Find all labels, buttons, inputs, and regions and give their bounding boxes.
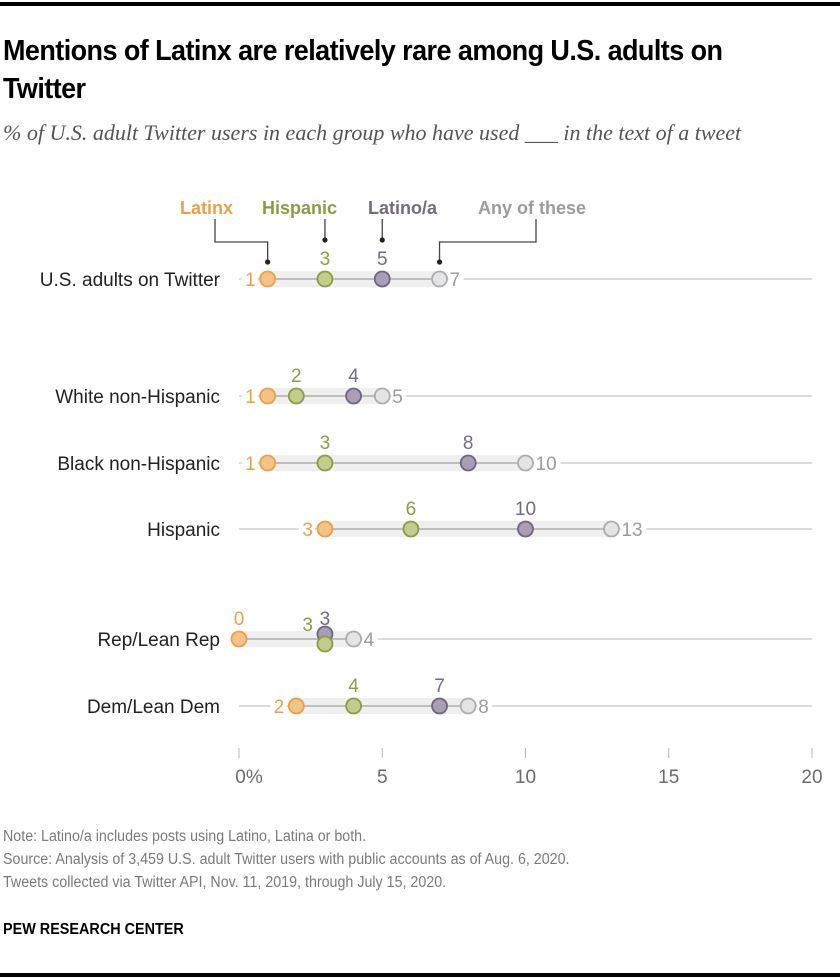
x-tick-label: 10 bbox=[515, 767, 536, 788]
value-label-hispanic: 6 bbox=[406, 499, 417, 520]
chart-row: Rep/Lean Rep 0 3 3 4 bbox=[97, 609, 812, 653]
value-label-bg bbox=[391, 387, 407, 405]
chart-row: Black non-Hispanic 1 3 8 10 bbox=[57, 433, 812, 475]
dot-latinx bbox=[287, 697, 305, 715]
value-label-bg bbox=[241, 387, 258, 405]
value-label-latino: 10 bbox=[515, 499, 536, 520]
chart-row: Hispanic 3 6 10 13 bbox=[147, 499, 812, 541]
dot-latino bbox=[517, 520, 534, 538]
value-label-latino: 3 bbox=[320, 609, 331, 630]
value-label-latinx: 1 bbox=[245, 387, 256, 408]
source-text-2: Tweets collected via Twitter API, Nov. 1… bbox=[3, 874, 447, 891]
row-label: White non-Hispanic bbox=[55, 387, 220, 408]
dot-latinx bbox=[259, 270, 277, 288]
chart-subtitle: % of U.S. adult Twitter users in each gr… bbox=[3, 120, 742, 145]
dot-latino bbox=[345, 387, 363, 405]
x-axis: 0% 5 10 15 20 bbox=[235, 748, 823, 788]
row-label: Rep/Lean Rep bbox=[97, 630, 220, 651]
legend-label-latinx: Latinx bbox=[180, 198, 233, 218]
value-label-any: 4 bbox=[364, 630, 375, 651]
value-label-latinx: 1 bbox=[245, 454, 256, 475]
top-rule bbox=[0, 2, 840, 6]
chart-title: Mentions of Latinx are relatively rare a… bbox=[3, 35, 723, 105]
value-label-hispanic: 2 bbox=[291, 366, 302, 387]
legend: Latinx Hispanic Latino/a Any of these bbox=[180, 198, 586, 265]
x-tick-label: 5 bbox=[377, 767, 388, 788]
brand-logo-text: PEW RESEARCH CENTER bbox=[3, 921, 184, 938]
value-label-bg bbox=[448, 270, 464, 288]
row-label: Hispanic bbox=[147, 520, 220, 541]
row-label: Dem/Lean Dem bbox=[87, 697, 220, 718]
dot-latinx bbox=[259, 387, 277, 405]
dot-hispanic bbox=[402, 520, 420, 538]
value-label-bg bbox=[241, 454, 258, 472]
dot-any bbox=[459, 697, 477, 715]
dot-latino bbox=[373, 270, 391, 288]
value-label-any: 10 bbox=[536, 454, 557, 475]
legend-leader-latinx bbox=[214, 219, 269, 262]
value-label-any: 8 bbox=[478, 697, 489, 718]
value-label-hispanic: 3 bbox=[320, 433, 331, 454]
legend-label-latino: Latino/a bbox=[368, 198, 438, 218]
value-label-latino: 7 bbox=[434, 676, 445, 697]
value-label-bg bbox=[477, 697, 493, 715]
x-tick-label: 15 bbox=[658, 767, 679, 788]
legend-leader-any bbox=[438, 219, 537, 262]
dot-hispanic bbox=[345, 697, 363, 715]
legend-leader-dot-hispanic bbox=[322, 237, 328, 243]
legend-leader-dot-any bbox=[436, 259, 443, 265]
dot-chart: Latinx Hispanic Latino/a Any of these U.S. … bbox=[40, 198, 823, 788]
chart-row: Dem/Lean Dem 2 4 7 8 bbox=[87, 676, 812, 718]
value-label-latino: 4 bbox=[348, 366, 359, 387]
value-label-hispanic: 3 bbox=[320, 249, 331, 270]
dot-any bbox=[517, 454, 534, 472]
note-text: Note: Latino/a includes posts using Lati… bbox=[3, 828, 367, 845]
dot-latino bbox=[431, 697, 448, 715]
value-label-any: 7 bbox=[450, 270, 461, 291]
value-label-bg bbox=[298, 520, 315, 538]
bottom-rule bbox=[0, 973, 840, 977]
chart-row: U.S. adults on Twitter 1 3 5 7 bbox=[40, 249, 812, 291]
value-label-hispanic: 3 bbox=[302, 615, 313, 636]
value-label-any: 5 bbox=[392, 387, 403, 408]
value-label-latinx: 3 bbox=[302, 520, 313, 541]
value-label-latinx: 1 bbox=[245, 270, 256, 291]
dot-any bbox=[431, 270, 448, 288]
dot-latinx bbox=[230, 630, 248, 648]
notes: Note: Latino/a includes posts using Lati… bbox=[3, 825, 570, 894]
value-label-bg bbox=[270, 697, 287, 715]
row-label: U.S. adults on Twitter bbox=[40, 270, 221, 291]
dot-hispanic bbox=[316, 270, 334, 288]
dot-hispanic bbox=[287, 387, 305, 405]
value-label-bg bbox=[620, 520, 647, 538]
legend-leader-dot-latino bbox=[379, 237, 385, 243]
x-tick-label: 0% bbox=[235, 767, 263, 788]
dot-hispanic bbox=[316, 454, 334, 472]
dot-latinx bbox=[259, 454, 277, 472]
legend-leader-dot-latinx bbox=[265, 259, 271, 265]
dot-hispanic bbox=[316, 635, 334, 653]
row-label: Black non-Hispanic bbox=[57, 454, 220, 475]
source-text: Source: Analysis of 3,459 U.S. adult Twi… bbox=[3, 851, 570, 868]
dot-latinx bbox=[316, 520, 334, 538]
value-label-bg bbox=[362, 630, 378, 648]
value-label-latino: 8 bbox=[463, 433, 474, 454]
legend-label-any: Any of these bbox=[478, 198, 586, 218]
x-tick-label: 20 bbox=[801, 767, 822, 788]
chart-row: White non-Hispanic 1 2 4 5 bbox=[55, 366, 812, 408]
value-label-bg bbox=[241, 270, 258, 288]
value-label-bg bbox=[534, 454, 561, 472]
dot-any bbox=[373, 387, 391, 405]
dot-latino bbox=[459, 454, 477, 472]
value-label-any: 13 bbox=[621, 520, 642, 541]
value-label-hispanic: 4 bbox=[348, 676, 359, 697]
value-label-latino: 5 bbox=[377, 249, 388, 270]
dot-any bbox=[345, 630, 363, 648]
value-label-latinx: 0 bbox=[234, 609, 245, 630]
dot-any bbox=[603, 520, 620, 538]
legend-label-hispanic: Hispanic bbox=[262, 198, 337, 218]
value-label-latinx: 2 bbox=[274, 697, 285, 718]
